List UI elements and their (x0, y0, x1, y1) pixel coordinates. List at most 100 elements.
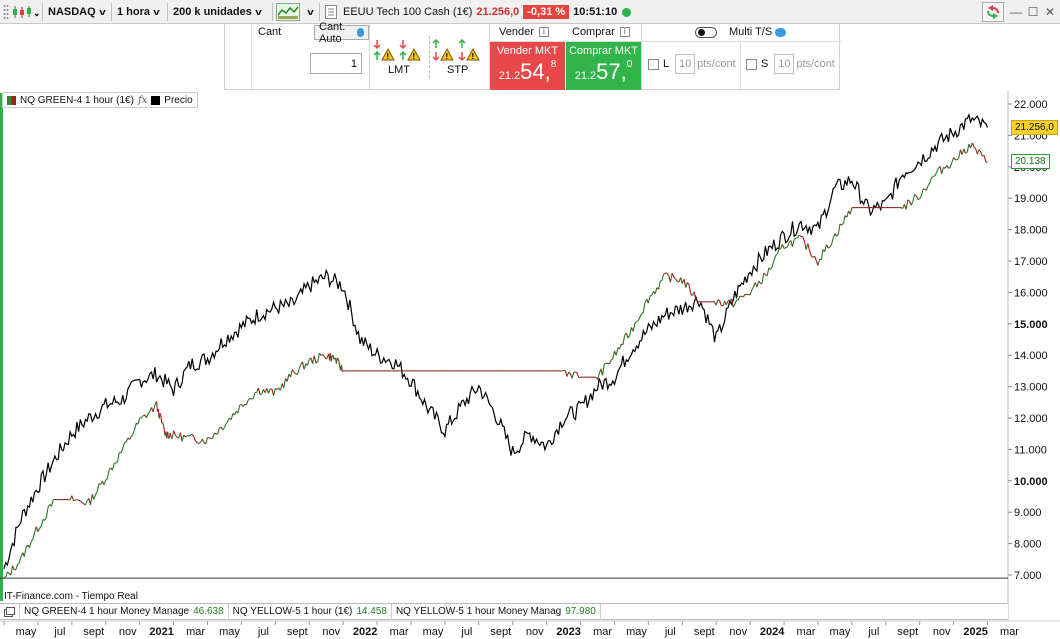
indicator-series-segment (786, 242, 790, 248)
refresh-icon[interactable] (982, 2, 1004, 22)
indicator-series-segment (33, 526, 37, 534)
indicator-series-segment (824, 244, 827, 252)
indicator-series-segment (978, 149, 982, 153)
indicator-series-segment (625, 332, 629, 339)
indicator-series-segment (948, 166, 951, 169)
multi-ts-header: Multi T/S (729, 26, 787, 38)
limit-checkbox[interactable] (648, 58, 659, 70)
window-icon[interactable] (0, 603, 20, 620)
timeframe-selector[interactable]: 1 hora v (117, 2, 160, 22)
indicator-series-segment (320, 354, 324, 356)
indicator-series-segment (732, 303, 736, 308)
buy-header: Comprar i (572, 26, 630, 38)
document-icon[interactable] (324, 5, 338, 19)
indicator-item[interactable]: NQ YELLOW-5 1 hour (1€) 14.458 (229, 603, 392, 620)
price-swatch (151, 95, 161, 105)
indicator-series-segment (162, 425, 165, 430)
indicator-series-segment (641, 312, 644, 314)
stop-points-input[interactable]: 10 (774, 54, 795, 74)
limit-order-icon[interactable]: ! ! (373, 38, 427, 62)
indicator-series-segment (326, 355, 329, 359)
indicator-series-segment (3, 576, 6, 579)
indicator-series-segment (575, 371, 578, 374)
indicator-item[interactable]: NQ GREEN-4 1 hour Money Manage 46.638 (20, 603, 229, 620)
indicator-series-segment (742, 293, 746, 298)
indicator-series-segment (322, 354, 325, 358)
fx-icon[interactable]: fx (137, 94, 148, 106)
tool-column (225, 24, 252, 90)
close-icon[interactable]: ✕ (1044, 5, 1056, 19)
quantity-input[interactable] (310, 53, 362, 74)
limit-order-label[interactable]: LMT (388, 64, 410, 76)
indicator-series-segment (939, 166, 943, 174)
indicator-series-segment (673, 276, 676, 280)
stop-order-label[interactable]: STP (447, 64, 469, 76)
chevron-down-icon: v (255, 7, 262, 17)
indicator-series-segment (827, 246, 831, 249)
indicator-series-segment (179, 432, 183, 442)
indicator-series-segment (234, 411, 237, 416)
multi-ts-toggle[interactable] (695, 27, 717, 38)
indicator-series-segment (761, 273, 765, 284)
indicator-series-segment (147, 411, 151, 414)
indicator-series-segment (279, 383, 283, 391)
info-icon[interactable]: i (619, 27, 630, 37)
indicator-series-segment (129, 436, 132, 440)
indicator-series-segment (190, 433, 193, 436)
chart-type-dropdown[interactable]: v (304, 2, 314, 22)
price-chart[interactable]: 22.00021.00020.00019.00018.00017.00016.0… (0, 91, 1060, 639)
indicator-series-segment (205, 437, 209, 445)
indicator-series-segment (568, 371, 571, 375)
indicator-series-segment (912, 194, 916, 202)
indicator-series-segment (914, 193, 917, 197)
stop-order-icon[interactable]: ! ! (432, 38, 486, 62)
indicator-series-segment (259, 393, 262, 396)
indicator-series-segment (219, 426, 222, 429)
maximize-icon[interactable]: ☐ (1027, 5, 1039, 19)
indicator-series-segment (318, 352, 322, 356)
indicator-series-segment (808, 250, 812, 257)
x-tick-label: mar (186, 626, 205, 638)
units-label: 200 k unidades (173, 6, 252, 18)
indicator-swatch (7, 95, 16, 105)
indicator-series-segment (715, 299, 719, 306)
indicator-series-segment (693, 291, 697, 301)
units-selector[interactable]: 200 k unidades v (173, 2, 262, 22)
indicator-series-segment (719, 300, 722, 306)
chevron-down-icon: v (98, 7, 106, 17)
indicator-series-segment (612, 351, 616, 359)
market-selector[interactable]: NASDAQ v (48, 2, 105, 22)
indicator-series-segment (734, 299, 738, 305)
sell-market-button[interactable]: Vender MKT 21.254,8 (490, 42, 565, 90)
chart-type-icon[interactable] (276, 3, 300, 21)
quantity-auto-button[interactable]: Cant. Auto (314, 21, 369, 45)
indicator-series-segment (315, 361, 319, 364)
indicator-name: NQ YELLOW-5 1 hour Money Manag (395, 606, 562, 617)
indicator-series-segment (773, 255, 777, 261)
instrument-name: EEUU Tech 100 Cash (1€) (343, 6, 473, 18)
chart-legend[interactable]: NQ GREEN-4 1 hour (1€) fx Precio (2, 92, 198, 108)
indicator-series-segment (245, 399, 249, 406)
indicator-series-segment (171, 436, 174, 439)
x-tick-label: mar (390, 626, 409, 638)
grip-icon[interactable] (3, 4, 9, 20)
indicator-series-segment (931, 175, 934, 178)
info-icon[interactable]: i (538, 27, 549, 37)
indicator-series-segment (917, 198, 920, 201)
indicator-series-segment (74, 498, 78, 501)
indicator-series-segment (124, 441, 127, 444)
candlestick-icon[interactable]: ⌄ (12, 5, 40, 19)
indicator-item[interactable]: NQ YELLOW-5 1 hour Money Manag 97.980 (392, 603, 601, 620)
indicator-series-segment (907, 199, 910, 202)
indicator-series-segment (837, 223, 841, 235)
indicator-series-segment (340, 364, 343, 372)
indicator-series-segment (335, 358, 338, 364)
limit-points-input[interactable]: 10 (675, 54, 696, 74)
chart-area[interactable]: 22.00021.00020.00019.00018.00017.00016.0… (0, 91, 1060, 639)
indicator-name: NQ YELLOW-5 1 hour (1€) (232, 606, 353, 617)
minimize-icon[interactable]: — (1010, 5, 1022, 19)
change-badge: -0,31 % (523, 5, 570, 19)
buy-market-button[interactable]: Comprar MKT 21.257,0 (566, 42, 641, 90)
x-tick-label: sept (490, 626, 511, 638)
stop-checkbox[interactable] (746, 58, 757, 70)
